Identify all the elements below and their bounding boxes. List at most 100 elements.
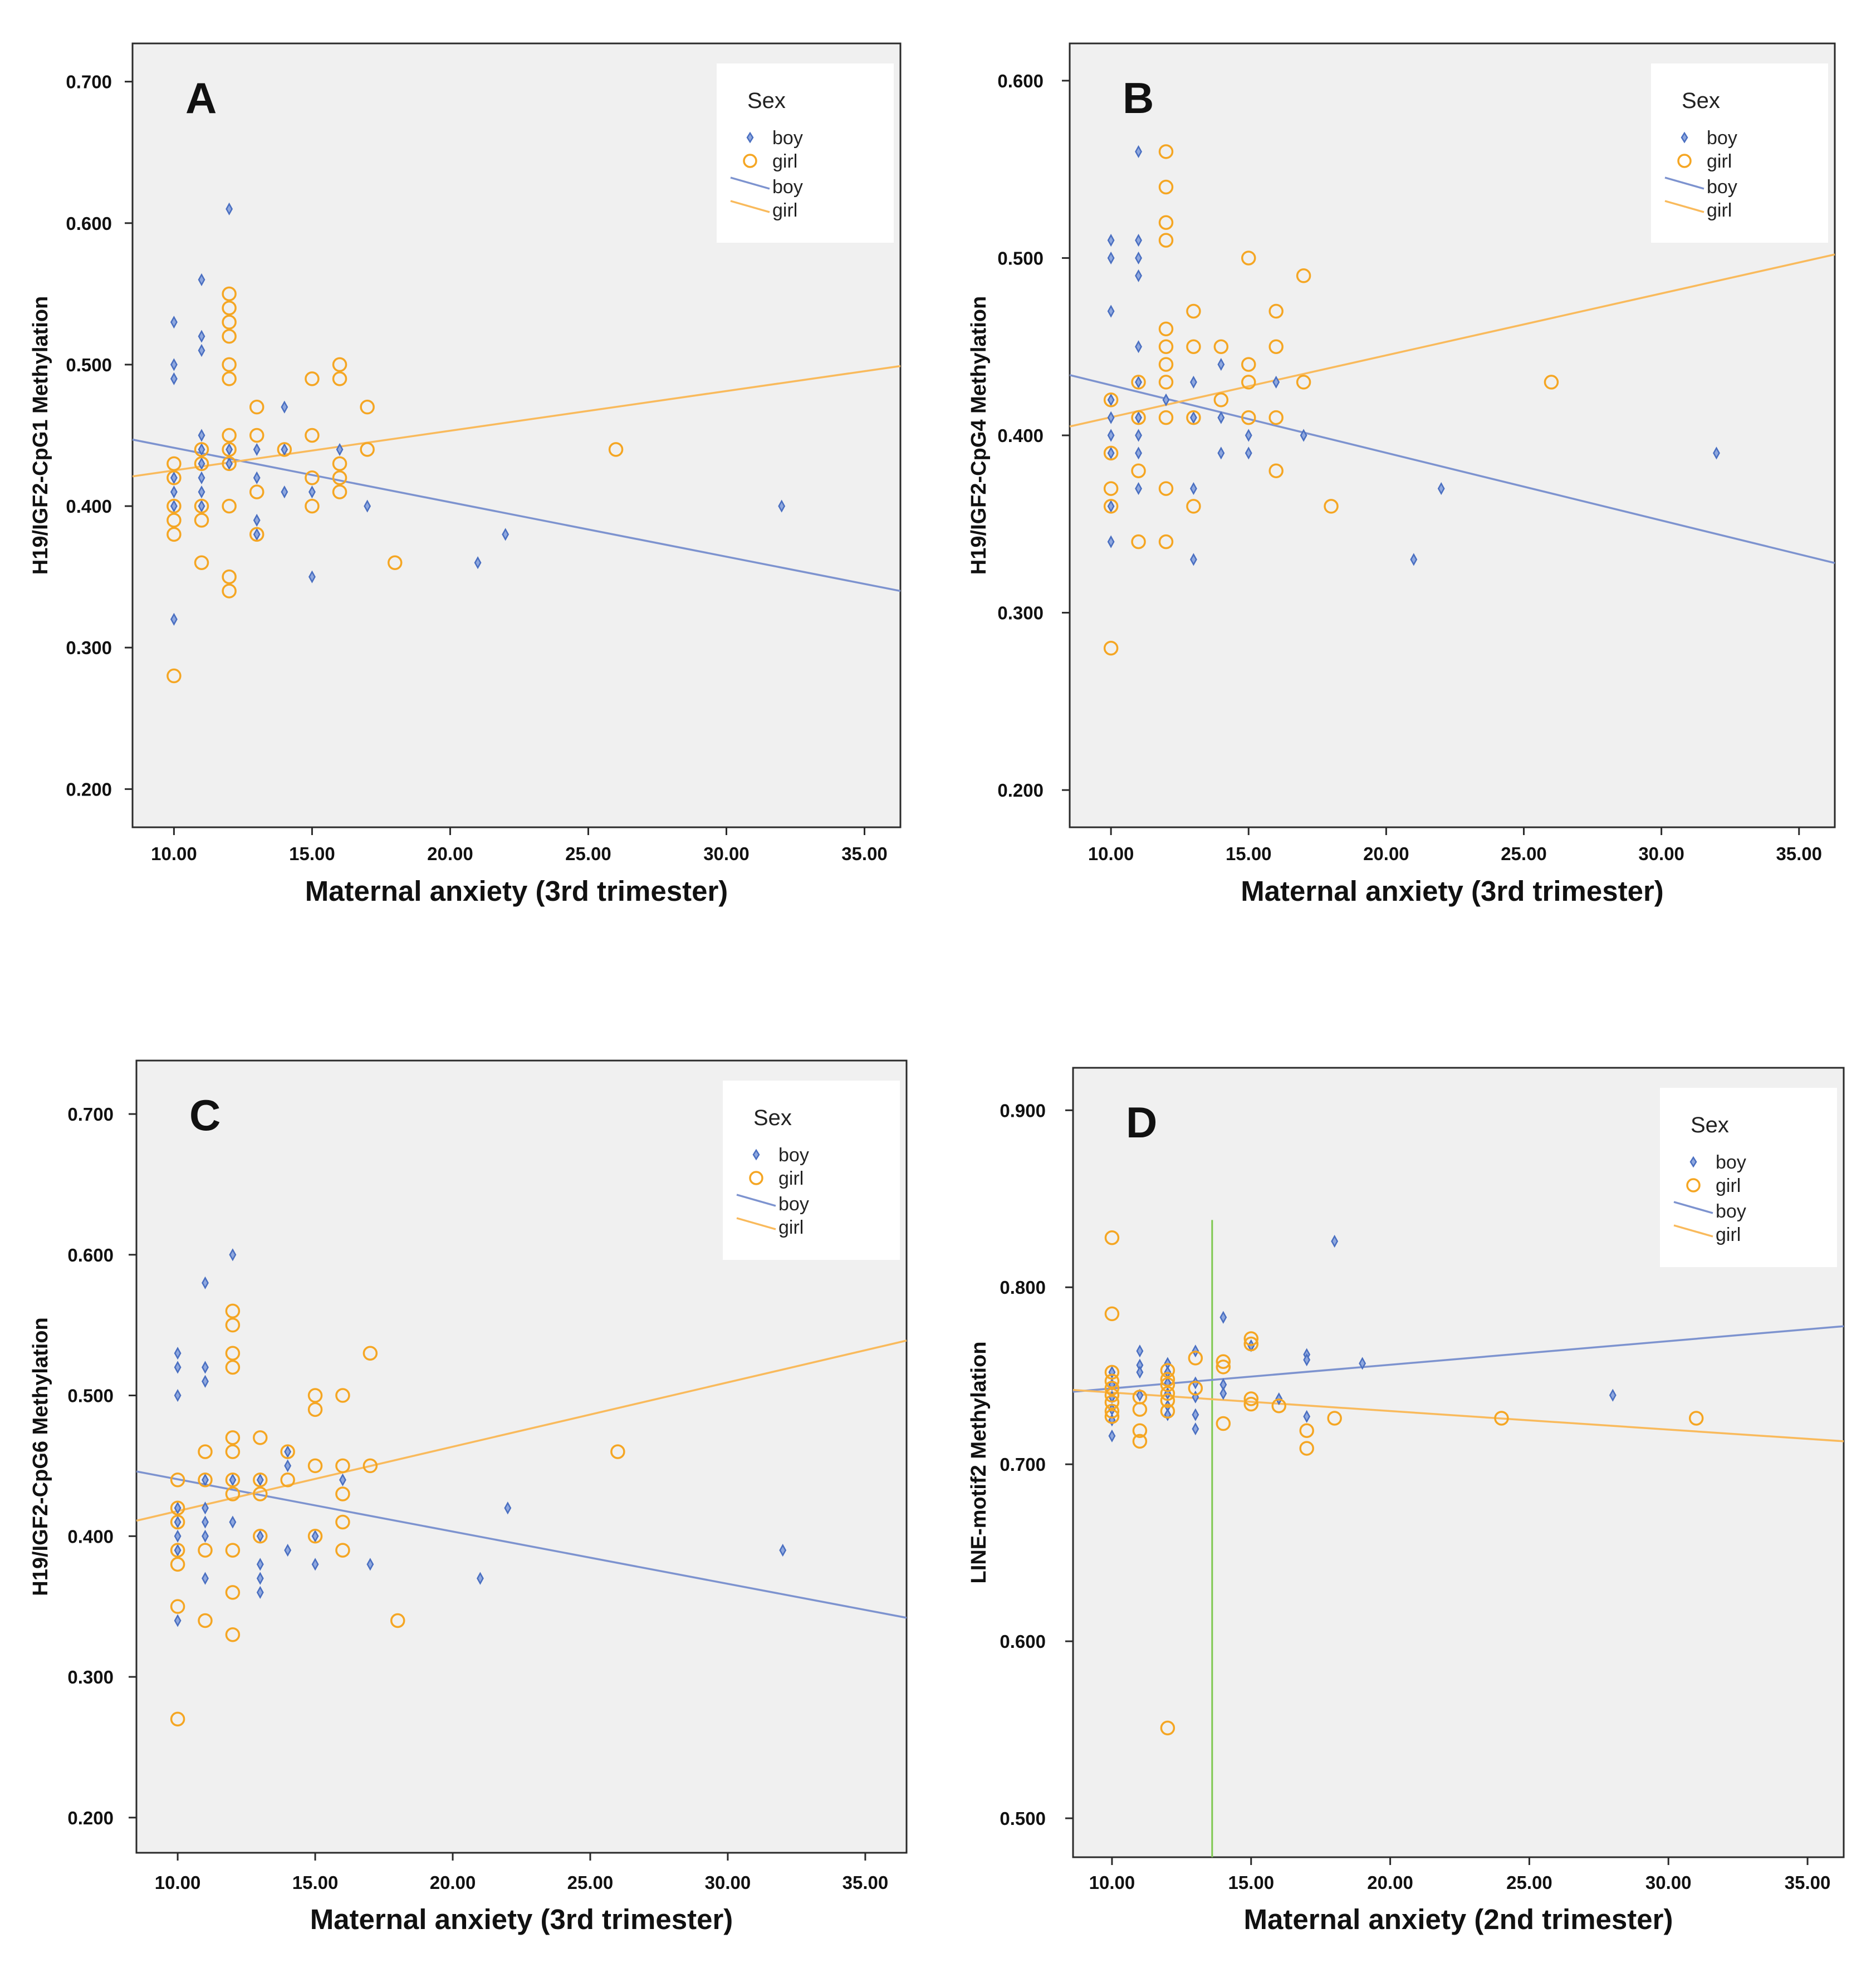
data-point-boy: [1217, 411, 1225, 424]
data-point-girl: [1158, 215, 1174, 230]
y-tick-label: 0.200: [67, 1808, 114, 1828]
data-point-girl: [1241, 357, 1256, 372]
data-point-girl: [1243, 1331, 1259, 1346]
data-point-girl: [225, 1472, 241, 1488]
y-tick-label: 0.200: [997, 780, 1044, 801]
data-point-girl: [1213, 339, 1229, 354]
data-point-girl: [1241, 410, 1256, 425]
legend-marker-boy: [1681, 131, 1688, 144]
y-axis-label: H19/IGF2-CpG4 Methylation: [967, 296, 991, 575]
data-point-girl: [1158, 144, 1174, 159]
legend-marker-boy: [1689, 1156, 1697, 1168]
fit-line-boy: [1069, 374, 1835, 565]
data-point-girl: [1104, 1306, 1120, 1322]
data-point-boy: [174, 1388, 182, 1402]
data-point-girl: [225, 1543, 241, 1558]
data-point-girl: [194, 442, 209, 457]
data-point-boy: [1189, 482, 1197, 495]
data-point-girl: [1132, 1423, 1148, 1439]
data-point-boy: [476, 1572, 484, 1585]
x-tick-label: 15.00: [1226, 843, 1272, 864]
data-point-girl: [222, 569, 237, 585]
data-point-boy: [202, 1276, 209, 1289]
data-point-girl: [335, 1458, 350, 1474]
legend-marker-girl: [1677, 154, 1692, 168]
legend-entry-girl: girl: [1716, 1224, 1741, 1245]
data-point-boy: [308, 485, 316, 499]
data-point-girl: [1158, 410, 1174, 425]
y-tick-label: 0.600: [1000, 1631, 1046, 1652]
legend-title: Sex: [1682, 89, 1720, 113]
data-point-boy: [1359, 1357, 1366, 1370]
data-point-girl: [1268, 339, 1284, 354]
fit-line-boy: [132, 438, 901, 592]
data-point-girl: [222, 498, 237, 514]
chart-panel-a: 0.200 0.300 0.400 0.500 0.600 0.700 10.00 15.00…: [29, 42, 902, 907]
data-point-girl: [1186, 499, 1201, 514]
x-axis-label: Maternal anxiety (3rd trimester): [305, 875, 728, 907]
data-point-boy: [1107, 305, 1115, 318]
data-point-boy: [226, 202, 233, 215]
data-point-girl: [1158, 179, 1174, 195]
data-point-girl: [332, 456, 347, 472]
data-point-boy: [256, 1529, 264, 1543]
legend-entry-boy: boy: [772, 176, 803, 198]
y-tick-label: 0.500: [66, 355, 112, 375]
y-tick-label: 0.300: [66, 637, 112, 658]
data-point-girl: [194, 498, 209, 514]
data-point-boy: [284, 1459, 292, 1473]
x-tick-label: 10.00: [151, 843, 197, 864]
data-point-girl: [225, 1303, 241, 1319]
fit-line-girl: [1069, 253, 1835, 428]
data-point-girl: [1241, 251, 1256, 266]
data-point-girl: [1243, 1396, 1259, 1412]
data-point-girl: [1216, 1416, 1231, 1431]
legend-entry-girl: girl: [1707, 151, 1732, 172]
data-point-girl: [198, 1543, 213, 1558]
data-point-boy: [1107, 429, 1115, 442]
legend-marker-girl: [1686, 1178, 1701, 1192]
data-point-girl: [1158, 321, 1174, 337]
data-point-girl: [222, 371, 237, 386]
fit-line-boy: [136, 1470, 907, 1619]
data-point-girl: [249, 399, 264, 415]
data-point-boy: [256, 1473, 264, 1486]
x-tick-label: 20.00: [1367, 1872, 1413, 1893]
legend-marker-girl: [749, 1171, 763, 1185]
x-tick-label: 10.00: [155, 1872, 201, 1893]
data-point-girl: [253, 1529, 268, 1544]
data-point-boy: [1135, 340, 1142, 354]
y-tick-label: 0.500: [997, 248, 1044, 268]
x-tick-label: 30.00: [1645, 1872, 1692, 1893]
legend-box: [1660, 1088, 1837, 1267]
y-tick-label: 0.600: [67, 1245, 114, 1265]
data-point-girl: [170, 1599, 185, 1614]
data-point-boy: [1107, 411, 1115, 424]
y-tick-label: 0.400: [997, 425, 1044, 446]
data-point-boy: [253, 443, 261, 456]
data-point-girl: [222, 442, 237, 457]
data-point-girl: [1131, 410, 1146, 425]
data-point-girl: [1158, 233, 1174, 248]
data-point-boy: [198, 485, 205, 499]
data-point-girl: [1158, 534, 1174, 549]
data-point-girl: [1213, 392, 1229, 408]
data-point-boy: [256, 1572, 264, 1585]
data-point-girl: [225, 1346, 241, 1361]
data-point-girl: [166, 498, 182, 514]
y-tick-label: 0.700: [66, 72, 112, 92]
data-point-girl: [1104, 1403, 1120, 1419]
data-point-girl: [170, 1514, 185, 1530]
data-point-girl: [222, 357, 237, 372]
data-point-boy: [174, 1614, 182, 1627]
data-point-boy: [1219, 1311, 1227, 1324]
data-point-girl: [390, 1613, 405, 1628]
data-point-boy: [1135, 411, 1142, 424]
y-tick-label: 0.900: [1000, 1100, 1046, 1121]
data-point-girl: [1104, 1373, 1120, 1388]
data-point-boy: [1217, 358, 1225, 371]
data-point-boy: [284, 1445, 292, 1459]
x-tick-label: 20.00: [427, 843, 473, 864]
data-point-girl: [277, 442, 292, 457]
x-tick-label: 25.00: [567, 1872, 614, 1893]
